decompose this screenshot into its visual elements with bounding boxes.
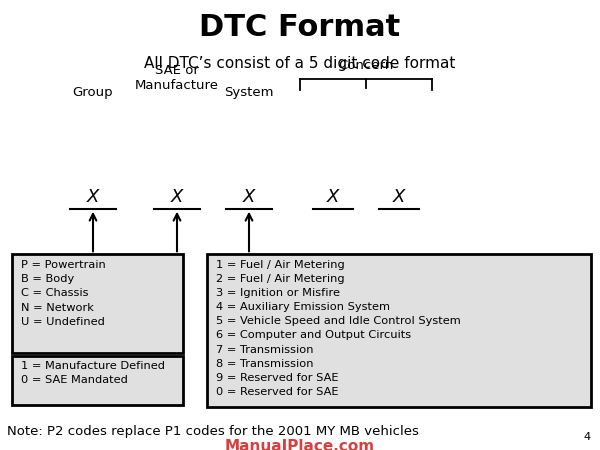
Text: X: X (171, 188, 183, 206)
Text: X: X (393, 188, 405, 206)
Text: Concern: Concern (338, 59, 394, 72)
FancyBboxPatch shape (207, 254, 591, 407)
Text: P = Powertrain
B = Body
C = Chassis
N = Network
U = Undefined: P = Powertrain B = Body C = Chassis N = … (21, 260, 106, 327)
Text: 4: 4 (584, 432, 591, 442)
Text: 1 = Fuel / Air Metering
2 = Fuel / Air Metering
3 = Ignition or Misfire
4 = Auxi: 1 = Fuel / Air Metering 2 = Fuel / Air M… (216, 260, 461, 397)
Text: Note: P2 codes replace P1 codes for the 2001 MY MB vehicles: Note: P2 codes replace P1 codes for the … (7, 425, 419, 438)
FancyBboxPatch shape (12, 356, 183, 405)
Text: Group: Group (73, 86, 113, 99)
Text: All DTC’s consist of a 5 digit code format: All DTC’s consist of a 5 digit code form… (145, 56, 455, 71)
Text: System: System (224, 86, 274, 99)
Text: X: X (243, 188, 255, 206)
Text: X: X (87, 188, 99, 206)
Text: DTC Format: DTC Format (199, 14, 401, 42)
Text: ManuaIPlace.com: ManuaIPlace.com (225, 439, 375, 450)
Text: X: X (327, 188, 339, 206)
Text: 1 = Manufacture Defined
0 = SAE Mandated: 1 = Manufacture Defined 0 = SAE Mandated (21, 361, 165, 385)
FancyBboxPatch shape (12, 254, 183, 353)
Text: SAE or
Manufacture: SAE or Manufacture (135, 64, 219, 92)
